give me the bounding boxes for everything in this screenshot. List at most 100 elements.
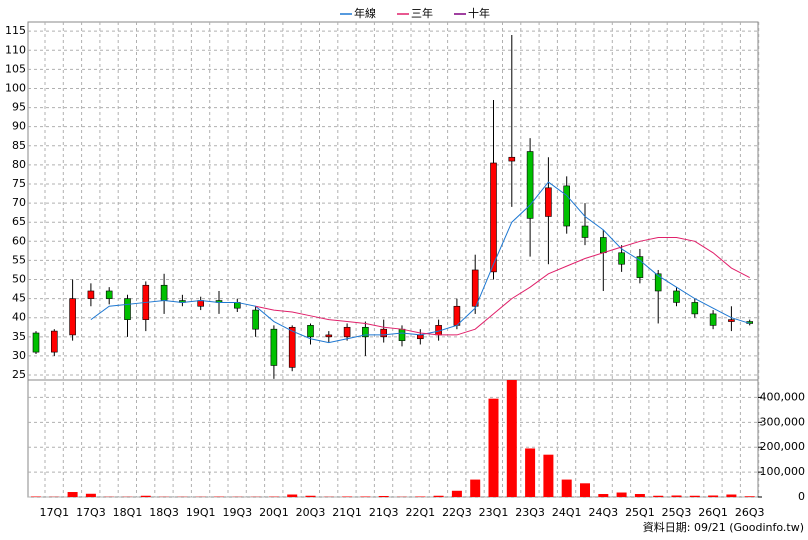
volume-bar [653,495,664,497]
candle-body [526,151,534,219]
candle-body [69,298,76,336]
y-tick-label: 45 [12,292,26,305]
volume-bar [287,494,298,497]
candle-body [654,273,662,292]
volume-bar [378,496,389,497]
candle-body [343,326,351,338]
y2-tick-label: 400,000 [760,390,806,403]
y-tick-label: 60 [12,234,26,247]
candle-body [160,284,168,301]
x-tick-label: 24Q1 [552,506,582,519]
x-tick-label: 26Q3 [735,506,765,519]
y-tick-label: 100 [5,81,26,94]
x-tick-label: 18Q1 [113,506,143,519]
candle-body [471,269,479,307]
volume-bar [85,493,96,497]
x-tick-label: 25Q1 [625,506,655,519]
x-tick-label: 22Q3 [442,506,472,519]
volume-bar [506,380,517,497]
x-tick-label: 21Q3 [369,506,399,519]
y-tick-label: 110 [5,43,26,56]
x-tick-label: 17Q1 [39,506,69,519]
candle-body [599,237,607,254]
candle-body [545,187,552,217]
candle-body [105,290,113,299]
y-tick-label: 55 [12,253,26,266]
y-tick-label: 90 [12,120,26,133]
y-tick-label: 85 [12,139,26,152]
ma-line [255,236,750,336]
y-tick-label: 65 [12,215,26,228]
volume-bar [543,454,554,497]
y-tick-label: 25 [12,368,26,381]
volume-bar [525,448,536,497]
candle-body [32,332,40,353]
candle-body [50,330,58,353]
volume-bar [744,496,755,497]
candle-body [307,325,314,338]
y-tick-label: 40 [12,311,26,324]
volume-bar [488,398,499,497]
candle-body [490,162,497,273]
y2-tick-label: 100,000 [760,465,806,478]
volume-bar [671,495,682,497]
candle-body [563,185,571,227]
candle-body [691,302,699,315]
x-tick-label: 22Q1 [405,506,435,519]
volume-bar [140,495,151,497]
volume-bar [634,494,645,497]
y2-tick-label: 300,000 [760,415,806,428]
x-tick-label: 24Q3 [588,506,618,519]
candle-body [362,326,369,338]
candle-body [636,256,644,278]
candle-body [618,252,625,265]
volume-bar [598,494,609,497]
volume-bar [305,495,316,497]
x-tick-label: 25Q3 [662,506,692,519]
x-tick-label: 20Q1 [259,506,289,519]
candle-body [728,319,735,322]
candle-body [673,290,680,303]
x-tick-label: 17Q3 [76,506,106,519]
volume-bar [561,479,572,497]
candle-body [87,290,95,299]
volume-bar [580,483,590,497]
volume-bar [708,495,719,497]
volume-bar [726,494,737,497]
x-tick-label: 18Q3 [149,506,179,519]
volume-bar [616,492,627,497]
volume-bar [470,479,481,497]
y-tick-label: 95 [12,101,26,114]
footer: 資料日期: 09/21 (Goodinfo.tw) [643,520,804,534]
y-tick-label: 35 [12,330,26,343]
y-tick-label: 115 [5,24,26,37]
volume-bar [433,495,444,497]
y-tick-label: 105 [5,62,26,75]
x-tick-label: 26Q1 [698,506,728,519]
candle-body [288,326,296,368]
x-tick-label: 23Q3 [515,506,545,519]
candle-body [398,328,406,341]
candle-body [252,309,259,330]
legend-label: 三年 [411,6,433,20]
ma-line [90,181,750,344]
y-tick-label: 50 [12,273,26,286]
legend-label: 年線 [354,6,376,20]
y-tick-label: 30 [12,349,26,362]
candle-body [124,298,131,320]
volume-bar [451,490,462,497]
candle-body [416,334,424,340]
x-tick-label: 19Q3 [222,506,252,519]
candle-body [581,225,589,238]
volume-bar [689,495,700,497]
candle-body [197,300,204,307]
candle-body [270,328,278,366]
y-tick-label: 70 [12,196,26,209]
candle-body [508,156,516,162]
candle-body [709,313,717,326]
candle-body [453,305,461,326]
candle-body [325,334,333,338]
x-tick-label: 23Q1 [479,506,509,519]
volume-bar [67,492,78,497]
